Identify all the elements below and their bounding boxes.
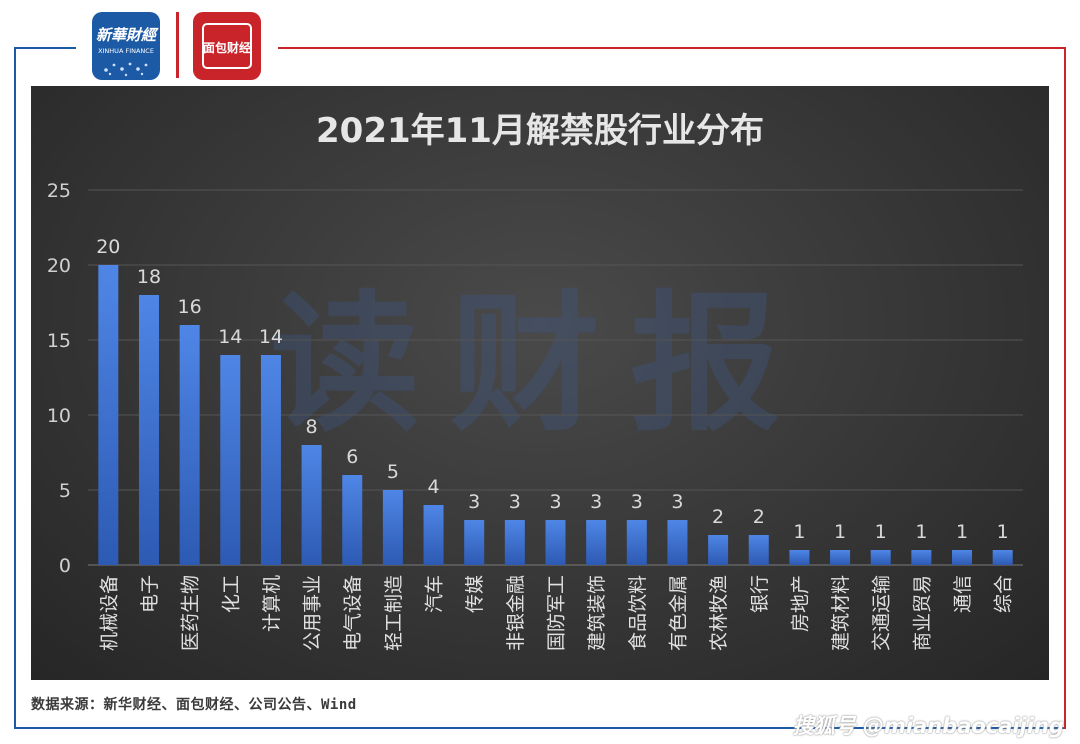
x-tick-label: 计算机: [261, 575, 283, 632]
bar: [667, 520, 688, 565]
bar-value-label: 1: [834, 521, 846, 543]
x-tick-label: 轻工制造: [383, 575, 405, 651]
bar: [98, 265, 119, 565]
bar-value-label: 3: [549, 491, 561, 513]
bar: [342, 475, 363, 565]
bar: [382, 490, 403, 565]
bar: [260, 355, 281, 565]
bar: [220, 355, 241, 565]
x-tick-label: 交通运输: [871, 575, 893, 651]
bar: [464, 520, 485, 565]
x-tick-label: 建筑材料: [830, 575, 852, 651]
x-tick-label: 食品饮料: [627, 575, 649, 651]
frame-line-left-blue: [14, 47, 76, 49]
bar-value-label: 5: [387, 461, 399, 483]
frame-line-left-vertical-blue: [14, 47, 16, 729]
bar-value-label: 3: [590, 491, 602, 513]
x-tick-label: 化工: [220, 575, 242, 613]
bar-value-label: 3: [468, 491, 480, 513]
sohu-credit: 搜狐号 @mianbaocaijing: [792, 714, 1064, 738]
x-tick-label: 综合: [993, 575, 1015, 613]
bar: [626, 520, 647, 565]
bar-value-label: 6: [346, 446, 358, 468]
bar-value-label: 2: [753, 506, 765, 528]
bar-value-label: 3: [509, 491, 521, 513]
x-tick-label: 建筑装饰: [586, 575, 608, 651]
y-tick-label: 5: [59, 480, 71, 502]
bar-value-label: 8: [306, 416, 318, 438]
mianbao-logo-text: 面包财经: [203, 40, 251, 55]
x-tick-label: 房地产: [789, 575, 811, 632]
bar-value-label: 3: [671, 491, 683, 513]
bar: [586, 520, 607, 565]
bar: [179, 325, 200, 565]
x-tick-label: 银行: [749, 575, 771, 613]
x-tick-label: 通信: [952, 575, 974, 613]
chart-title: 2021年11月解禁股行业分布: [316, 111, 764, 151]
bar-value-label: 4: [427, 476, 439, 498]
xinhua-logo-text: 新華財經: [96, 26, 159, 44]
bar-value-label: 14: [259, 326, 283, 348]
bar-value-label: 16: [178, 296, 202, 318]
bar: [911, 550, 932, 565]
y-tick-label: 10: [47, 405, 71, 427]
y-tick-label: 20: [47, 255, 71, 277]
xinhua-finance-logo: 新華財經 XINHUA FINANCE: [92, 12, 160, 80]
bar-value-label: 18: [137, 266, 161, 288]
bar: [830, 550, 851, 565]
logo-divider: [176, 12, 179, 78]
x-tick-label: 公用事业: [302, 575, 324, 651]
x-tick-label: 非银金融: [505, 575, 527, 651]
frame-line-right-red: [278, 47, 1066, 49]
y-tick-label: 15: [47, 330, 71, 352]
watermark: 读财报: [270, 278, 810, 452]
bar: [748, 535, 769, 565]
y-tick-label: 25: [47, 180, 71, 202]
bar: [952, 550, 973, 565]
source-note: 数据来源：新华财经、面包财经、公司公告、Wind: [31, 697, 357, 713]
x-tick-label: 商业贸易: [911, 575, 933, 651]
chart-panel: 2021年11月解禁股行业分布 读财报 20 18 16 14 14 8 6 5 4 3 3 3 3 3 3…: [31, 86, 1049, 680]
y-tick-label: 0: [59, 555, 71, 577]
x-tick-label: 汽车: [424, 575, 446, 613]
frame-line-bottom-blue: [14, 727, 1066, 729]
x-tick-label: 电气设备: [342, 575, 364, 651]
x-tick-label: 医药生物: [180, 575, 202, 651]
bar-value-label: 20: [96, 236, 120, 258]
bar-value-label: 2: [712, 506, 724, 528]
bar: [870, 550, 891, 565]
bar: [992, 550, 1013, 565]
bar-value-label: 1: [915, 521, 927, 543]
x-tick-label: 机械设备: [98, 575, 120, 651]
x-tick-label: 农林牧渔: [708, 575, 730, 651]
xinhua-logo-dots: [104, 62, 148, 77]
bar: [789, 550, 810, 565]
bar: [708, 535, 729, 565]
frame-line-right-vertical-red: [1064, 47, 1066, 729]
bar-value-label: 14: [218, 326, 242, 348]
x-tick-label: 电子: [139, 575, 161, 613]
x-tick-label: 传媒: [464, 575, 486, 613]
xinhua-logo-subtext: XINHUA FINANCE: [98, 47, 154, 55]
x-tick-label: 有色金属: [667, 575, 689, 651]
bar: [138, 295, 159, 565]
bar-value-label: 1: [956, 521, 968, 543]
bar: [423, 505, 444, 565]
bar: [301, 445, 322, 565]
x-tick-label: 国防军工: [546, 575, 568, 651]
bar-value-label: 1: [875, 521, 887, 543]
bar: [504, 520, 525, 565]
bar-value-label: 3: [631, 491, 643, 513]
bar-value-label: 1: [793, 521, 805, 543]
bar: [545, 520, 566, 565]
bar-value-label: 1: [997, 521, 1009, 543]
mianbao-caijing-logo: 面包财经: [193, 12, 261, 80]
